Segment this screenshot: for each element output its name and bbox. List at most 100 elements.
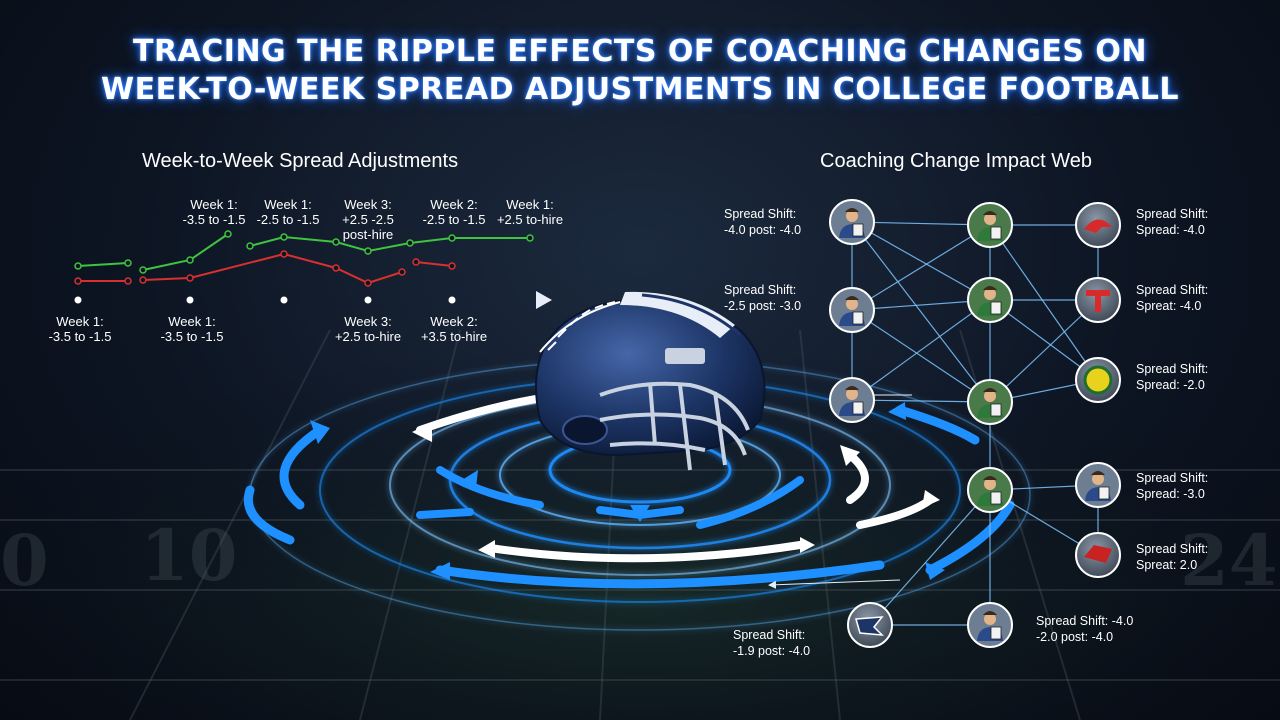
clipboard-icon xyxy=(852,223,864,237)
clipboard-icon xyxy=(990,301,1002,315)
green-line-point xyxy=(332,238,340,246)
top-week-label: Week 1: -3.5 to -1.5 xyxy=(182,197,246,227)
bottom-week-label: Week 2: +3.5 to-hire xyxy=(420,314,488,344)
web-connection xyxy=(851,397,993,407)
red-line-point xyxy=(280,250,288,258)
coach-head xyxy=(1092,473,1104,485)
team-logo-icon xyxy=(1075,277,1121,323)
green-line-point xyxy=(74,262,82,270)
web-connection xyxy=(851,221,992,404)
spread-shift-label: Spread Shift: Spread: -2.0 xyxy=(1136,362,1209,392)
clipboard-icon xyxy=(990,403,1002,417)
timeline-marker xyxy=(186,296,194,304)
coach-avatar-icon xyxy=(1075,462,1121,508)
coach-avatar-icon xyxy=(967,202,1013,248)
logo-shape xyxy=(1083,365,1113,395)
left-panel-title: Week-to-Week Spread Adjustments xyxy=(142,150,459,172)
green-line-point xyxy=(406,239,414,247)
web-connection xyxy=(988,299,1099,404)
red-line-point xyxy=(124,277,132,285)
top-week-label: Week 1: +2.5 to-hire xyxy=(496,197,564,227)
spread-lines-chart xyxy=(74,230,534,304)
spread-shift-label: Spread Shift: -4.0 -2.0 post: -4.0 xyxy=(1036,614,1134,644)
web-connection xyxy=(851,221,993,302)
top-week-label: Week 2: -2.5 to -1.5 xyxy=(422,197,486,227)
timeline-marker xyxy=(364,296,372,304)
coach-avatar-icon xyxy=(967,602,1013,648)
web-connection xyxy=(851,309,992,404)
top-week-label: Week 1: -2.5 to -1.5 xyxy=(256,197,320,227)
top-week-label: Week 3: +2.5 -2.5 post-hire xyxy=(342,197,394,242)
red-line-point xyxy=(139,276,147,284)
green-line-point xyxy=(448,234,456,242)
page-title-line-1: TRACING THE RIPPLE EFFECTS OF COACHING C… xyxy=(132,34,1147,69)
logo-shape xyxy=(855,616,884,636)
coach-avatar-icon xyxy=(829,377,875,423)
coach-hair xyxy=(983,211,997,215)
logo-shape xyxy=(1084,545,1112,563)
coach-head xyxy=(846,210,858,222)
coach-head xyxy=(846,388,858,400)
bottom-week-label: Week 1: -3.5 to -1.5 xyxy=(160,314,224,344)
clipboard-icon xyxy=(1098,486,1110,500)
red-line-point xyxy=(332,264,340,272)
timeline-marker xyxy=(280,296,288,304)
coach-avatar-icon xyxy=(967,379,1013,425)
spread-shift-label: Spread Shift: Spread: -3.0 xyxy=(1136,471,1209,501)
coach-avatar-icon xyxy=(967,277,1013,323)
coach-head xyxy=(984,478,996,490)
red-line-point xyxy=(74,277,82,285)
web-connection xyxy=(851,298,992,401)
ripple-arrow-blue-inner xyxy=(436,466,544,509)
team-logo-icon xyxy=(847,602,893,648)
coach-avatar-icon xyxy=(829,287,875,333)
yard-number-10-left: 0 xyxy=(0,519,49,602)
coach-hair xyxy=(983,611,997,615)
red-line-point xyxy=(186,274,194,282)
leader-line xyxy=(768,579,901,589)
logo-shape xyxy=(1084,219,1112,233)
coach-hair xyxy=(983,286,997,290)
spread-shift-label: Spread Shift: -4.0 post: -4.0 xyxy=(724,207,802,237)
coach-head xyxy=(984,288,996,300)
spread-shift-label: Spread Shift: -1.9 post: -4.0 xyxy=(733,628,811,658)
green-line-point xyxy=(526,234,534,242)
yard-number-10: 10 xyxy=(140,514,237,597)
coach-hair xyxy=(983,388,997,392)
green-line-point xyxy=(139,266,147,274)
clipboard-icon xyxy=(990,226,1002,240)
timeline-marker xyxy=(74,296,82,304)
bottom-week-label: Week 1: -3.5 to -1.5 xyxy=(48,314,112,344)
web-connection xyxy=(989,224,1100,382)
green-line-point xyxy=(246,242,254,250)
ripple-arrow-white-right xyxy=(846,451,869,504)
impact-web xyxy=(768,199,1121,648)
clipboard-icon xyxy=(852,311,864,325)
team-logo-icon xyxy=(1075,532,1121,578)
bottom-week-label: Week 3: +2.5 to-hire xyxy=(334,314,402,344)
clipboard-icon xyxy=(990,491,1002,505)
web-connection xyxy=(869,488,992,626)
web-connection xyxy=(851,223,993,311)
spread-shift-label: Spread Shift: -2.5 post: -3.0 xyxy=(724,283,802,313)
red-line-point xyxy=(412,258,420,266)
right-panel-title: Coaching Change Impact Web xyxy=(820,150,1093,172)
clipboard-icon xyxy=(852,401,864,415)
ripple-arrow-white-bottom xyxy=(486,541,804,563)
spread-shift-label: Spread Shift: Spread: -4.0 xyxy=(1136,207,1209,237)
coach-head xyxy=(984,390,996,402)
team-logo-icon xyxy=(1075,357,1121,403)
ripple-arrow-blue-outer xyxy=(435,560,885,589)
green-line-point xyxy=(364,247,372,255)
ripple-arrows xyxy=(244,388,1015,589)
coach-avatar-icon xyxy=(967,467,1013,513)
coach-head xyxy=(846,298,858,310)
green-line-point xyxy=(186,256,194,264)
coach-hair xyxy=(983,476,997,480)
page-title-line-2: WEEK-TO-WEEK SPREAD ADJUSTMENTS IN COLLE… xyxy=(101,72,1179,107)
web-connection xyxy=(851,295,993,311)
coach-hair xyxy=(845,296,859,300)
red-line-point xyxy=(448,262,456,270)
red-line-segment xyxy=(415,261,453,267)
